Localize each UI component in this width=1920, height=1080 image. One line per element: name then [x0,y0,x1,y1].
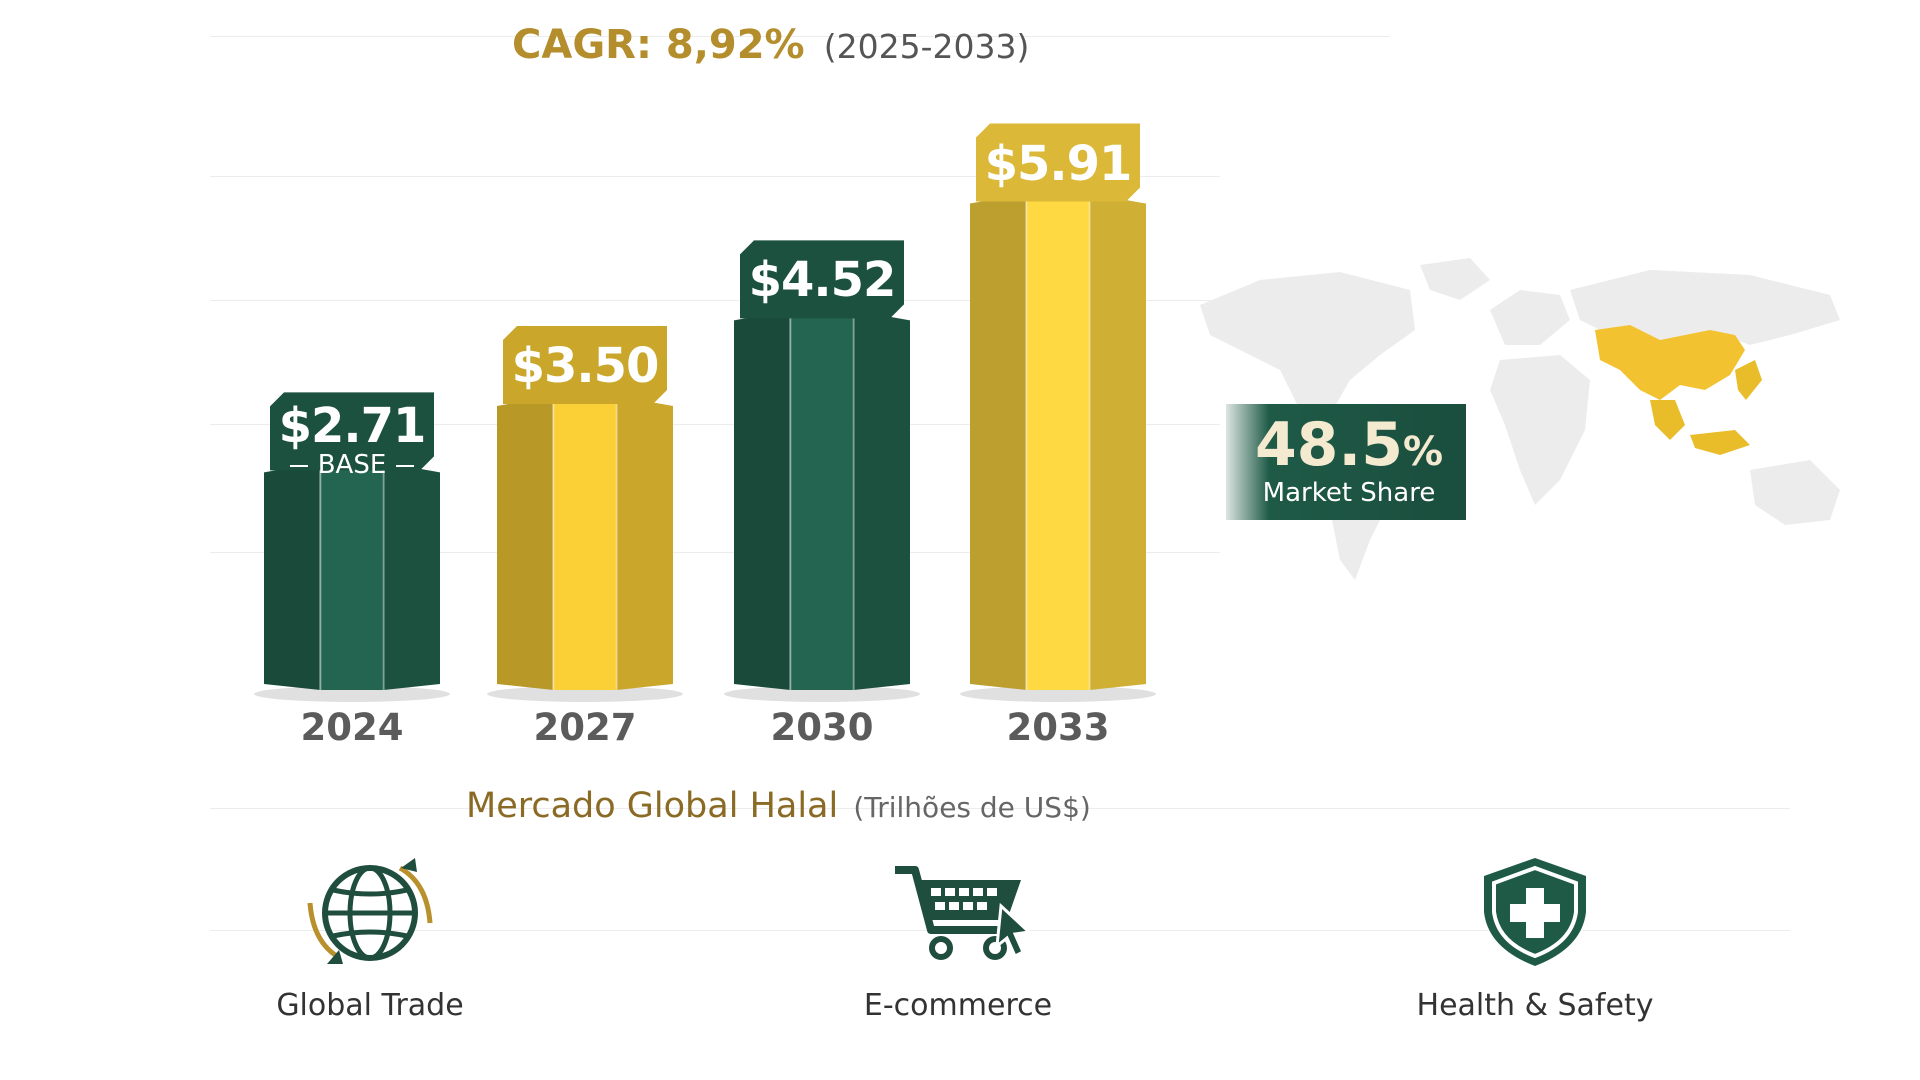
bar-front-face [1026,193,1090,690]
southeast-asia-shape [1650,400,1685,440]
bar-value-label: $2.71 [278,398,427,455]
bar-right-face [383,462,440,690]
bar-right-face [853,310,910,690]
base-note: BASE [270,450,434,480]
shopping-cart-icon [895,866,1033,960]
bar-value-label: $5.91 [984,135,1133,192]
bar-left-face [497,396,554,690]
x-tick-label: 2030 [770,706,874,749]
value-tag [976,123,1140,202]
value-tag [503,326,667,404]
feature-label: Health & Safety [1416,988,1654,1023]
market-share-label: Market Share [1262,478,1436,508]
bar-2027 [487,326,683,702]
cagr-value: CAGR: 8,92% [512,22,805,68]
bar-left-face [734,310,791,690]
bar-front-face [320,462,384,690]
feature-label: Global Trade [276,988,464,1023]
market-share-value: 48.5% [1244,410,1454,480]
japan-shape [1735,360,1762,400]
bar-chart [254,123,1156,702]
x-axis-label: Mercado Global Halal [466,786,839,826]
shield-plus-icon [1484,858,1586,966]
grid-line [210,808,1790,809]
bar-left-face [970,193,1027,690]
feature-e-commerce: E-commerce [808,858,1108,1023]
bar-shadow [960,686,1156,702]
market-share-unit: % [1402,429,1444,475]
north-america-shape [1200,272,1415,415]
bar-right-face [1089,193,1146,690]
grid-line [210,424,1220,425]
bar-2030 [724,240,920,702]
europe-shape [1490,290,1570,345]
bar-shadow [254,686,450,702]
value-tag [740,240,904,319]
grid-line [210,176,1220,177]
bar-value-label: $4.52 [748,252,897,309]
indonesia-shape [1690,430,1750,455]
grid-line [210,36,1390,37]
x-tick-label: 2027 [533,706,637,749]
grid-line [210,552,1220,553]
greenland-shape [1420,258,1490,300]
bar-front-face [790,310,854,690]
africa-shape [1490,355,1590,505]
cagr-period: (2025-2033) [823,27,1030,66]
australia-shape [1750,460,1840,525]
bar-left-face [264,462,321,690]
bar-shadow [487,686,683,702]
bar-right-face [616,396,673,690]
grid-line [210,300,1220,301]
bar-shadow [724,686,920,702]
feature-label: E-commerce [863,988,1053,1023]
feature-health-safety: Health & Safety [1385,856,1685,1023]
world-map [1200,258,1840,580]
asia-highlight-shape [1595,325,1745,400]
x-tick-label: 2033 [1006,706,1110,749]
north-asia-shape [1570,270,1840,345]
market-share-box [1226,404,1466,520]
x-tick-label: 2024 [300,706,404,749]
cagr-heading: CAGR: 8,92% (2025-2033) [512,22,1029,68]
x-axis-unit: (Trilhões de US$) [853,791,1091,824]
bar-2033 [960,123,1156,702]
bar-front-face [553,396,617,690]
market-share-number: 48.5 [1254,410,1403,480]
globe-arrows-icon [307,858,433,964]
bar-value-label: $3.50 [511,338,660,394]
feature-global-trade: Global Trade [220,858,520,1023]
chart-x-title: Mercado Global Halal (Trilhões de US$) [466,786,1091,826]
